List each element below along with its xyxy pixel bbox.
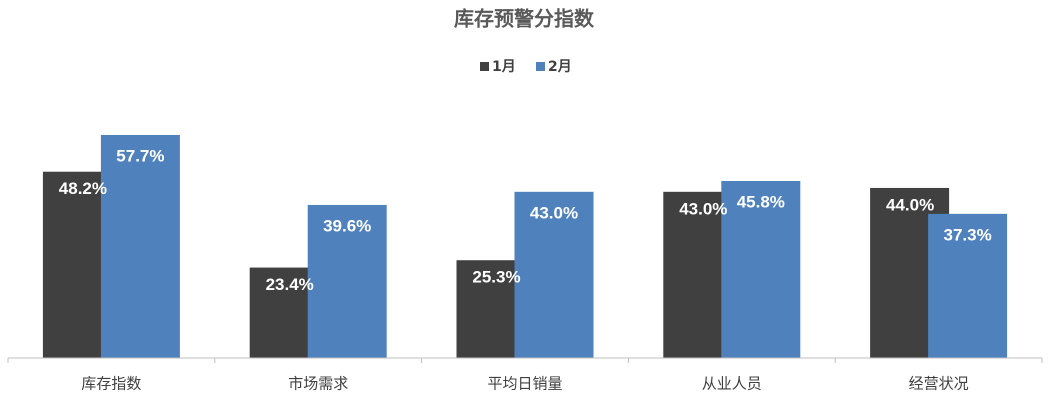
value-label: 43.0% [530,203,578,222]
bar [307,204,387,358]
legend-swatch [536,62,545,71]
chart-title: 库存预警分指数 [454,7,595,31]
bar [928,213,1008,358]
value-label: 57.7% [116,146,164,165]
bar [100,135,180,358]
value-label: 43.0% [679,199,727,218]
value-label: 37.3% [943,225,991,244]
value-label: 44.0% [886,195,934,214]
x-tick-label: 平均日销量 [487,375,562,393]
bar [514,191,594,358]
value-label: 48.2% [59,179,107,198]
x-tick-label: 经营状况 [909,375,969,393]
value-label: 39.6% [323,216,371,235]
x-tick-label: 从业人员 [702,375,762,393]
value-label: 25.3% [472,268,520,287]
x-tick-label: 市场需求 [288,375,348,393]
value-label: 45.8% [737,192,785,211]
legend-swatch [480,62,489,71]
legend-label: 2月 [548,59,572,75]
legend-label: 1月 [492,59,516,75]
value-label: 23.4% [266,275,314,294]
bar [721,180,801,358]
x-tick-label: 库存指数 [81,375,141,393]
